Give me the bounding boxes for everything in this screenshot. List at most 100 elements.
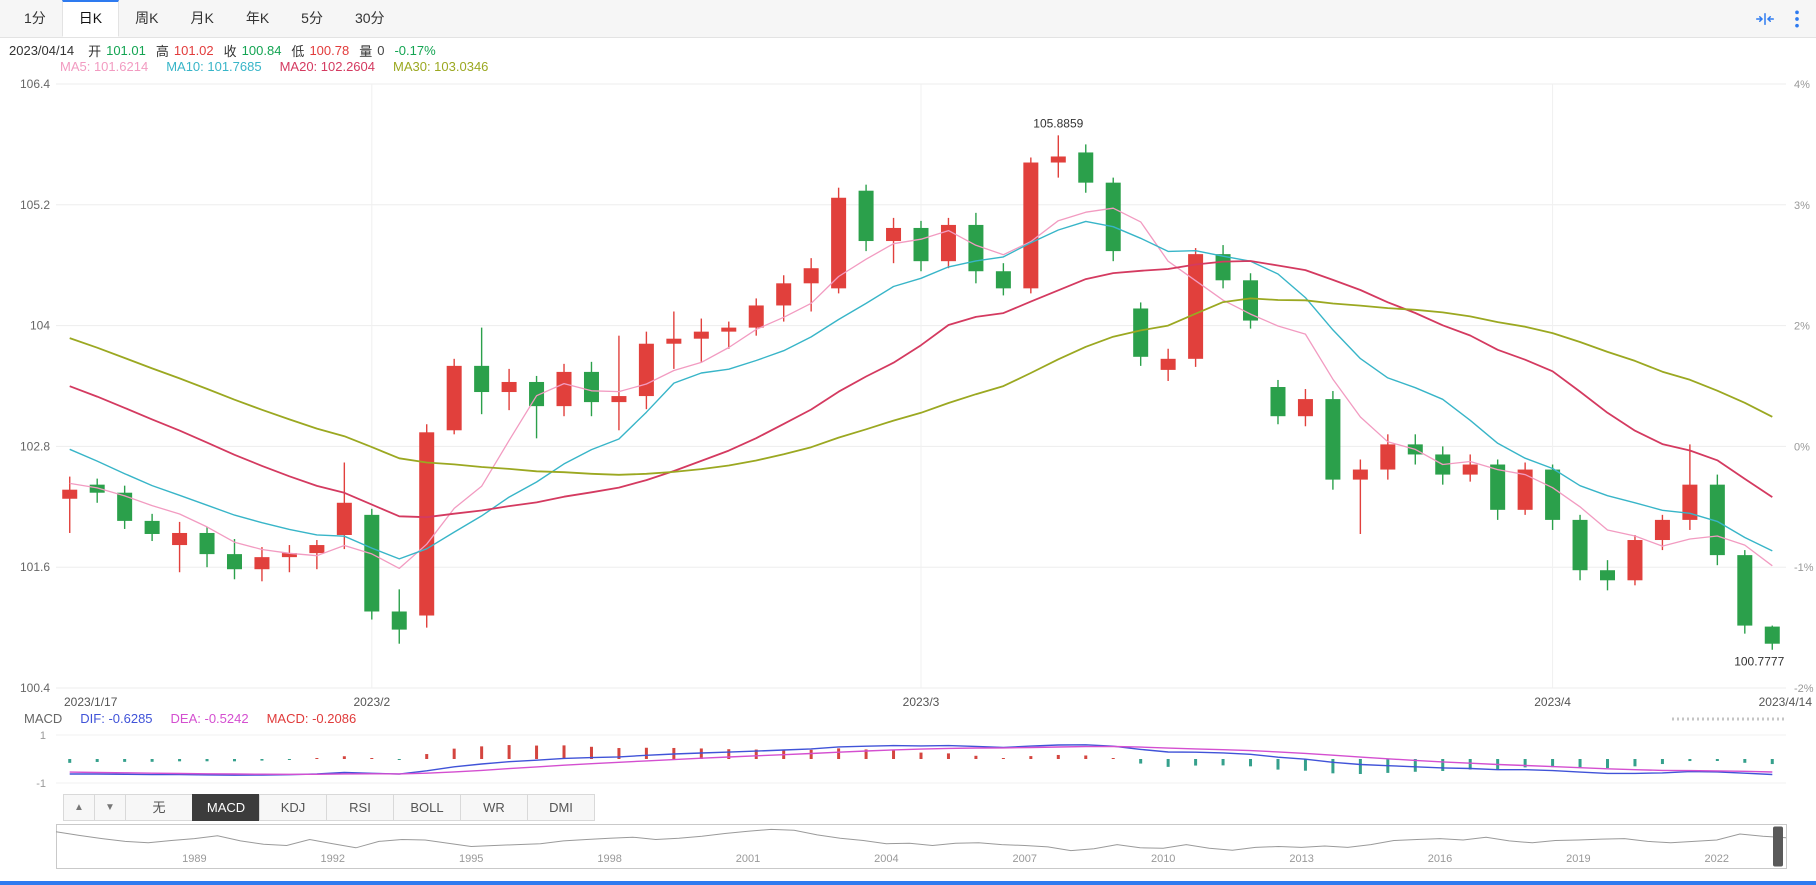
candle[interactable] bbox=[583, 361, 599, 417]
macd-hist-bar bbox=[589, 746, 593, 759]
candle[interactable] bbox=[1215, 245, 1231, 289]
period-tab-月K[interactable]: 月K bbox=[190, 10, 214, 26]
candle[interactable] bbox=[1462, 454, 1478, 482]
candle[interactable] bbox=[1188, 248, 1204, 367]
candle[interactable] bbox=[501, 368, 517, 411]
candle[interactable] bbox=[419, 424, 435, 628]
indicator-down-button[interactable]: ▼ bbox=[94, 794, 126, 821]
candle[interactable] bbox=[1682, 444, 1698, 530]
candle[interactable] bbox=[1764, 625, 1780, 650]
candle[interactable] bbox=[1297, 389, 1313, 427]
candle[interactable] bbox=[1243, 273, 1259, 329]
macd-hist-bar bbox=[1194, 759, 1198, 766]
period-tab-日K[interactable]: 日K bbox=[61, 0, 120, 37]
period-tab-周K[interactable]: 周K bbox=[135, 10, 159, 26]
candle[interactable] bbox=[62, 476, 78, 533]
candle[interactable] bbox=[1325, 391, 1341, 490]
navigator-handle[interactable] bbox=[1773, 826, 1783, 867]
candle[interactable] bbox=[336, 462, 352, 550]
macd-hist-bar bbox=[1551, 759, 1555, 768]
candle[interactable] bbox=[831, 187, 847, 294]
candle[interactable] bbox=[1517, 462, 1533, 515]
candle[interactable] bbox=[364, 508, 380, 620]
indicator-tab-BOLL[interactable]: BOLL bbox=[393, 794, 461, 821]
candle[interactable] bbox=[1737, 550, 1753, 634]
candle[interactable] bbox=[1270, 379, 1286, 425]
period-tab-1分[interactable]: 1分 bbox=[24, 10, 46, 26]
candle[interactable] bbox=[529, 375, 545, 439]
candle[interactable] bbox=[1160, 348, 1176, 381]
indicator-tab-无[interactable]: 无 bbox=[125, 794, 193, 821]
candle[interactable] bbox=[940, 217, 956, 269]
candle[interactable] bbox=[199, 526, 215, 568]
candle[interactable] bbox=[886, 217, 902, 264]
period-tab-30分[interactable]: 30分 bbox=[354, 10, 385, 26]
macd-legend: DIF: -0.6285 DEA: -0.5242 MACD: -0.2086 bbox=[80, 711, 356, 726]
candle[interactable] bbox=[721, 321, 737, 349]
more-menu-icon[interactable] bbox=[1794, 9, 1800, 29]
candle[interactable] bbox=[776, 275, 792, 322]
candle[interactable] bbox=[172, 521, 188, 573]
indicator-tab-WR[interactable]: WR bbox=[460, 794, 528, 821]
indicator-tab-KDJ[interactable]: KDJ bbox=[259, 794, 327, 821]
timeline-navigator[interactable]: 1989 1992 1995 1998 2001 2004 2007 2010 2013 2016… bbox=[55, 824, 1787, 869]
candle[interactable] bbox=[446, 358, 462, 435]
indicator-up-button[interactable]: ▲ bbox=[63, 794, 95, 821]
candle[interactable] bbox=[638, 331, 654, 410]
candle[interactable] bbox=[89, 478, 105, 503]
candle[interactable] bbox=[391, 589, 407, 644]
candle[interactable] bbox=[1352, 459, 1368, 534]
ma10-line bbox=[69, 220, 1773, 560]
macd-axis-label: -1 bbox=[36, 778, 46, 790]
percent-axis-label: -2% bbox=[1794, 683, 1814, 695]
candle[interactable] bbox=[1105, 177, 1121, 262]
candle[interactable] bbox=[226, 539, 242, 580]
candle[interactable] bbox=[556, 363, 572, 417]
period-tab-年K[interactable]: 年K bbox=[245, 10, 270, 26]
candle[interactable] bbox=[1023, 157, 1039, 294]
candle[interactable] bbox=[693, 318, 709, 362]
candle[interactable] bbox=[611, 335, 627, 431]
candle[interactable] bbox=[1545, 464, 1561, 530]
macd-hist-bar bbox=[727, 749, 731, 759]
macd-hist-bar bbox=[892, 750, 896, 759]
x-axis-label: 2023/1/17 bbox=[64, 695, 118, 709]
quote-field-label: 开 bbox=[88, 44, 102, 59]
candle[interactable] bbox=[117, 485, 133, 529]
candle[interactable] bbox=[995, 263, 1011, 296]
macd-pane: 1 -1 bbox=[36, 730, 1786, 790]
candle[interactable] bbox=[913, 220, 929, 272]
macd-hist-bar bbox=[644, 747, 648, 759]
candle[interactable] bbox=[968, 212, 984, 284]
candle[interactable] bbox=[1654, 514, 1670, 551]
macd-hist-bar bbox=[315, 758, 319, 759]
quote-field-label: 高 bbox=[155, 44, 169, 59]
candle[interactable] bbox=[858, 184, 874, 252]
candle[interactable] bbox=[1078, 144, 1094, 193]
macd-hist-bar bbox=[1715, 759, 1719, 762]
period-tab-5分[interactable]: 5分 bbox=[301, 10, 323, 26]
indicator-tab-RSI[interactable]: RSI bbox=[326, 794, 394, 821]
candle[interactable] bbox=[254, 547, 270, 582]
candle[interactable] bbox=[1435, 446, 1451, 485]
candle[interactable] bbox=[1133, 302, 1149, 366]
candle[interactable] bbox=[144, 513, 160, 542]
collapse-chart-icon[interactable] bbox=[1756, 10, 1774, 28]
navigator-year-label: 2016 bbox=[1428, 853, 1452, 865]
candle[interactable] bbox=[309, 540, 325, 570]
indicator-tab-DMI[interactable]: DMI bbox=[527, 794, 595, 821]
candle[interactable] bbox=[474, 327, 490, 415]
candle[interactable] bbox=[1572, 514, 1588, 581]
candle[interactable] bbox=[1627, 534, 1643, 586]
candle[interactable] bbox=[1600, 560, 1616, 591]
x-axis-label: 2023/2 bbox=[353, 695, 390, 709]
candle[interactable] bbox=[281, 545, 297, 573]
quote-field-value: 100.84 bbox=[241, 43, 282, 58]
candle[interactable] bbox=[666, 311, 682, 369]
price-axis-label: 102.8 bbox=[20, 439, 50, 453]
candle[interactable] bbox=[1050, 135, 1066, 178]
price-axis-label: 100.4 bbox=[20, 681, 50, 695]
quote-date: 2023/04/14 bbox=[9, 43, 75, 58]
indicator-tab-MACD[interactable]: MACD bbox=[192, 794, 260, 821]
